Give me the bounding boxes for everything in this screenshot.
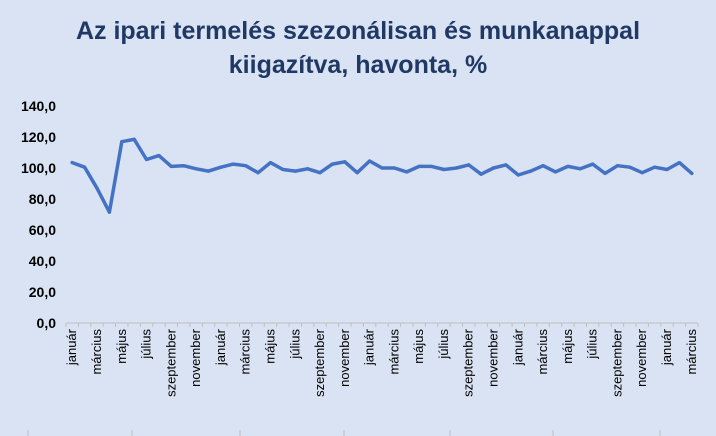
series-line <box>70 137 694 214</box>
data-point <box>293 169 297 173</box>
data-point <box>231 162 235 166</box>
series-group <box>70 137 694 214</box>
data-point <box>132 137 136 141</box>
x-tick-label: január <box>659 328 674 366</box>
x-tick-label: szeptember <box>461 328 476 397</box>
x-tick-label: január <box>213 328 228 366</box>
data-point <box>268 160 273 165</box>
y-tick-label: 60,0 <box>29 222 56 238</box>
x-tick-label: március <box>386 329 401 375</box>
x-tick-label: július <box>436 329 451 360</box>
data-point <box>529 169 533 173</box>
data-point <box>206 169 211 173</box>
x-tick-label: november <box>486 328 501 386</box>
x-tick-label: július <box>585 329 600 360</box>
data-point <box>653 165 657 169</box>
data-point <box>194 167 198 171</box>
y-tick-label: 0,0 <box>37 315 57 331</box>
data-point <box>70 160 74 165</box>
data-point <box>429 164 434 169</box>
y-tick-label: 40,0 <box>29 253 56 269</box>
data-point <box>640 171 644 175</box>
data-point <box>467 163 471 167</box>
data-point <box>516 173 520 177</box>
data-point <box>677 160 682 165</box>
data-point <box>306 167 310 171</box>
data-point <box>157 154 161 158</box>
data-point <box>82 165 87 169</box>
data-point <box>591 162 595 166</box>
x-tick-label: január <box>64 328 79 366</box>
x-tick-label: március <box>535 329 550 375</box>
data-point <box>454 166 458 170</box>
data-point <box>169 164 173 169</box>
data-point <box>566 164 570 169</box>
data-point <box>417 164 421 169</box>
x-tick-label: november <box>188 328 203 386</box>
data-point <box>368 159 372 163</box>
x-tick-label: május <box>114 329 129 364</box>
data-point <box>281 167 285 172</box>
data-point <box>144 157 149 162</box>
x-tick-label: január <box>510 328 525 366</box>
data-point <box>355 171 359 175</box>
data-point <box>318 171 322 175</box>
x-tick-label: szeptember <box>312 328 327 397</box>
data-point <box>541 164 545 168</box>
x-tick-label: január <box>362 328 377 366</box>
data-point <box>244 164 248 168</box>
y-tick-label: 100,0 <box>21 160 56 176</box>
data-point <box>330 162 335 166</box>
data-point <box>120 140 124 144</box>
data-point <box>491 166 496 170</box>
chart-title-line-1: Az ipari termelés szezonálisan és munkan… <box>75 17 641 45</box>
data-point <box>256 171 260 175</box>
data-point <box>665 167 669 172</box>
x-tick-label: szeptember <box>609 328 624 397</box>
x-tick-label: május <box>262 329 277 364</box>
x-tick-label: március <box>684 329 699 375</box>
x-tick-label: május <box>411 329 426 364</box>
y-tick-label: 20,0 <box>29 284 56 300</box>
data-point <box>690 171 694 176</box>
data-point <box>628 165 632 169</box>
y-tick-label: 120,0 <box>21 129 56 145</box>
data-point <box>405 170 409 174</box>
data-point <box>107 210 111 214</box>
x-axis: január március május július szeptember novemb… <box>27 322 699 436</box>
data-point <box>343 160 347 164</box>
data-point <box>553 170 558 174</box>
x-tick-label: november <box>634 328 649 386</box>
data-point <box>578 167 582 171</box>
y-axis: 0,0 20,0 40,0 60,0 80,0 100,0 120,0 140,0 <box>21 98 56 331</box>
y-tick-label: 80,0 <box>29 191 56 207</box>
data-point <box>603 171 607 176</box>
x-tick-label: március <box>238 329 253 375</box>
x-tick-label: május <box>560 329 575 364</box>
x-tick-label: július <box>287 329 302 360</box>
x-tick-label: március <box>89 329 104 375</box>
x-tick-label: július <box>139 329 154 360</box>
x-tick-label: november <box>337 328 352 386</box>
data-point <box>392 166 396 170</box>
chart-title-line-2: kiigazítva, havonta, % <box>228 51 488 79</box>
chart-title: Az ipari termelés szezonálisan és munkan… <box>0 14 716 82</box>
data-point <box>504 163 508 167</box>
x-tick-label: szeptember <box>163 328 178 397</box>
data-point <box>182 164 186 168</box>
data-point <box>380 166 384 170</box>
data-point <box>479 172 483 176</box>
y-tick-label: 140,0 <box>21 98 56 114</box>
data-point <box>219 165 223 169</box>
data-point <box>615 164 620 168</box>
data-point <box>442 167 446 172</box>
data-point <box>95 186 99 190</box>
